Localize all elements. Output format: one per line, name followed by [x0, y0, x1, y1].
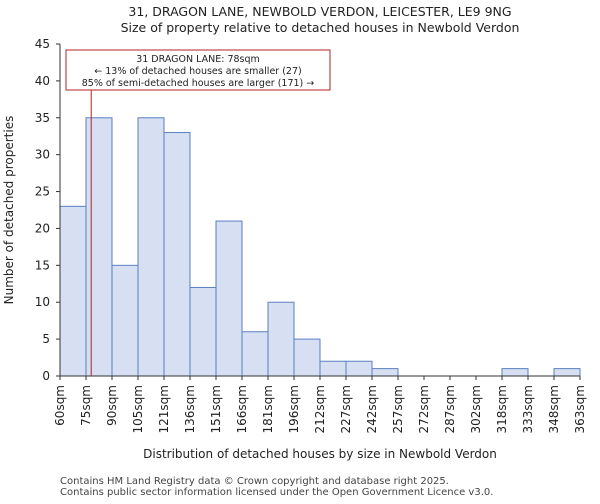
histogram-bar	[137, 117, 165, 377]
y-axis: 0 5 10 15 20 25 30 35 40 45	[35, 37, 61, 383]
x-tick-label: 212sqm	[313, 385, 327, 433]
x-axis: 60sqm 75sqm 90sqm 105sqm 121sqm 136sqm 151sqm 1…	[53, 375, 587, 433]
histogram-bar	[241, 331, 269, 377]
y-tick-label: 45	[35, 37, 50, 51]
histogram-bar	[163, 132, 191, 377]
histogram-bar	[215, 220, 243, 377]
x-tick-label: 196sqm	[287, 385, 301, 433]
x-tick-label: 287sqm	[443, 385, 457, 433]
histogram-bar	[267, 301, 295, 377]
y-tick-label: 15	[35, 258, 50, 272]
x-tick-label: 257sqm	[391, 385, 405, 433]
histogram-bar	[85, 117, 113, 377]
footer-line2: Contains public sector information licen…	[60, 487, 493, 498]
bar-group	[59, 117, 581, 377]
y-tick-label: 35	[35, 111, 50, 125]
x-tick-label: 242sqm	[365, 385, 379, 433]
histogram-bar	[111, 264, 139, 377]
x-tick-label: 60sqm	[53, 385, 67, 426]
x-tick-label: 181sqm	[261, 385, 275, 433]
x-tick-label: 136sqm	[183, 385, 197, 433]
histogram-bar	[345, 360, 373, 377]
y-tick-label: 5	[42, 332, 50, 346]
histogram-bar	[319, 360, 347, 377]
histogram-bar	[501, 368, 529, 377]
x-tick-label: 75sqm	[79, 385, 93, 426]
x-tick-label: 272sqm	[417, 385, 431, 433]
x-tick-label: 105sqm	[131, 385, 145, 433]
x-tick-label: 318sqm	[495, 385, 509, 433]
y-tick-label: 20	[35, 221, 50, 235]
x-tick-label: 348sqm	[547, 385, 561, 433]
histogram-bar	[293, 338, 321, 377]
annotation-line2: ← 13% of detached houses are smaller (27…	[94, 66, 301, 77]
chart-title-line1: 31, DRAGON LANE, NEWBOLD VERDON, LEICEST…	[128, 4, 511, 19]
chart-title-line2: Size of property relative to detached ho…	[121, 20, 520, 35]
x-tick-label: 166sqm	[235, 385, 249, 433]
histogram-bar	[553, 368, 581, 377]
x-tick-label: 121sqm	[157, 385, 171, 433]
y-tick-label: 10	[35, 295, 50, 309]
y-tick-label: 30	[35, 148, 50, 162]
x-tick-label: 90sqm	[105, 385, 119, 426]
x-tick-label: 151sqm	[209, 385, 223, 433]
footer-line1: Contains HM Land Registry data © Crown c…	[60, 476, 449, 487]
x-tick-label: 363sqm	[573, 385, 587, 433]
x-axis-label: Distribution of detached houses by size …	[143, 447, 497, 461]
histogram-bar	[371, 368, 399, 377]
y-tick-label: 25	[35, 185, 50, 199]
x-tick-label: 227sqm	[339, 385, 353, 433]
x-tick-label: 302sqm	[469, 385, 483, 433]
y-tick-label: 40	[35, 74, 50, 88]
x-tick-label: 333sqm	[521, 385, 535, 433]
annotation-line1: 31 DRAGON LANE: 78sqm	[136, 54, 260, 65]
annotation-box	[65, 49, 331, 91]
y-tick-label: 0	[42, 369, 50, 383]
histogram-bar	[189, 286, 217, 377]
annotation-line3: 85% of semi-detached houses are larger (…	[82, 78, 315, 89]
histogram-bar	[59, 205, 87, 377]
y-axis-label: Number of detached properties	[2, 116, 16, 305]
